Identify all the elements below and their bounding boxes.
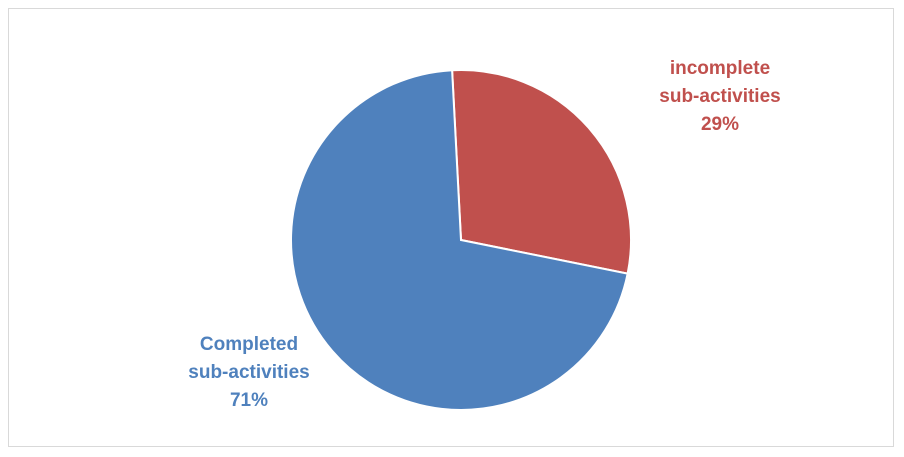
pie-slice-incomplete [451, 69, 632, 275]
data-label-value: 29% [701, 114, 739, 135]
pie-slices [290, 69, 632, 411]
data-label-line: Completed [200, 334, 298, 355]
data-label-completed: Completed sub-activities 71% [188, 334, 309, 411]
data-label-line: sub-activities [659, 86, 780, 107]
pie-chart: incomplete sub-activities 29% Completed sub-… [188, 58, 780, 411]
chart-area: incomplete sub-activities 29% Completed sub-… [8, 8, 894, 447]
data-label-value: 71% [230, 390, 268, 411]
data-label-incomplete: incomplete sub-activities 29% [659, 58, 780, 135]
data-label-line: incomplete [670, 58, 770, 79]
data-label-line: sub-activities [188, 362, 309, 383]
pie-slice-completed [290, 69, 629, 411]
pie-labels: incomplete sub-activities 29% Completed sub-… [188, 58, 780, 411]
